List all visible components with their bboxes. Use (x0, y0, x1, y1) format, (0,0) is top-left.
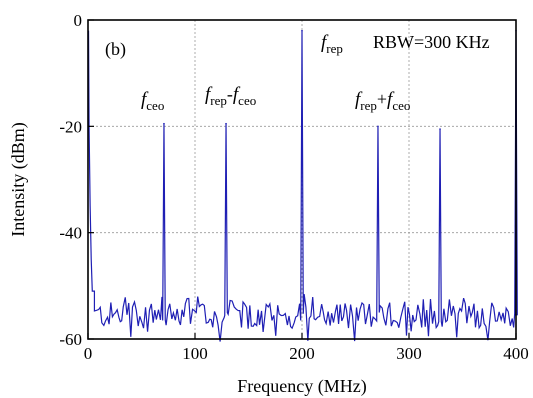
annotation-part: f (233, 84, 241, 105)
tick-labels: 0 100 200 300 400 0 -20 -40 -60 (59, 11, 528, 363)
annotation-part: f (141, 89, 149, 110)
x-axis-label: Frequency (MHz) (237, 376, 366, 397)
x-tick-label: 300 (396, 344, 422, 363)
y-tick-label: -40 (59, 224, 82, 243)
annotation-part: f (387, 89, 395, 110)
annotation-part: rep (360, 98, 377, 113)
panel-label: (b) (105, 39, 126, 60)
annotation-f-rep-minus-ceo: frep-fceo (205, 84, 256, 108)
y-tick-label: -60 (59, 330, 82, 349)
annotation-f-ceo: fceo (141, 89, 164, 113)
spectrum-series (87, 29, 518, 342)
annotation-part: ceo (146, 98, 164, 113)
peak-point-0 (163, 122, 165, 125)
annotation-part: + (377, 89, 387, 109)
annotation-part: - (227, 84, 233, 104)
peak-point-3 (377, 125, 379, 128)
annotation-part: ceo (238, 93, 256, 108)
peak-point-4 (439, 128, 441, 130)
x-tick-label: 0 (84, 344, 93, 363)
peak-point-1 (225, 122, 227, 125)
annotation-part: f (205, 84, 213, 105)
rbw-annotation: RBW=300 KHz (373, 32, 490, 52)
annotation-part: rep (326, 41, 343, 56)
peak-point-2 (301, 29, 303, 32)
axis-ticks (87, 19, 517, 340)
x-tick-label: 200 (289, 344, 315, 363)
y-axis-label: Intensity (dBm) (8, 122, 29, 237)
annotation-part: rep (210, 93, 227, 108)
annotation-part: f (355, 89, 363, 110)
annotation-f-rep-plus-ceo: frep+fceo (355, 89, 410, 113)
y-tick-label: -20 (59, 117, 82, 136)
annotation-part: f (321, 32, 329, 53)
x-tick-label: 400 (503, 344, 529, 363)
spectrum-line (87, 30, 518, 342)
annotation-f-rep: frep (321, 32, 343, 56)
x-tick-label: 100 (182, 344, 208, 363)
annotation-part: ceo (392, 98, 410, 113)
y-tick-label: 0 (74, 11, 83, 30)
